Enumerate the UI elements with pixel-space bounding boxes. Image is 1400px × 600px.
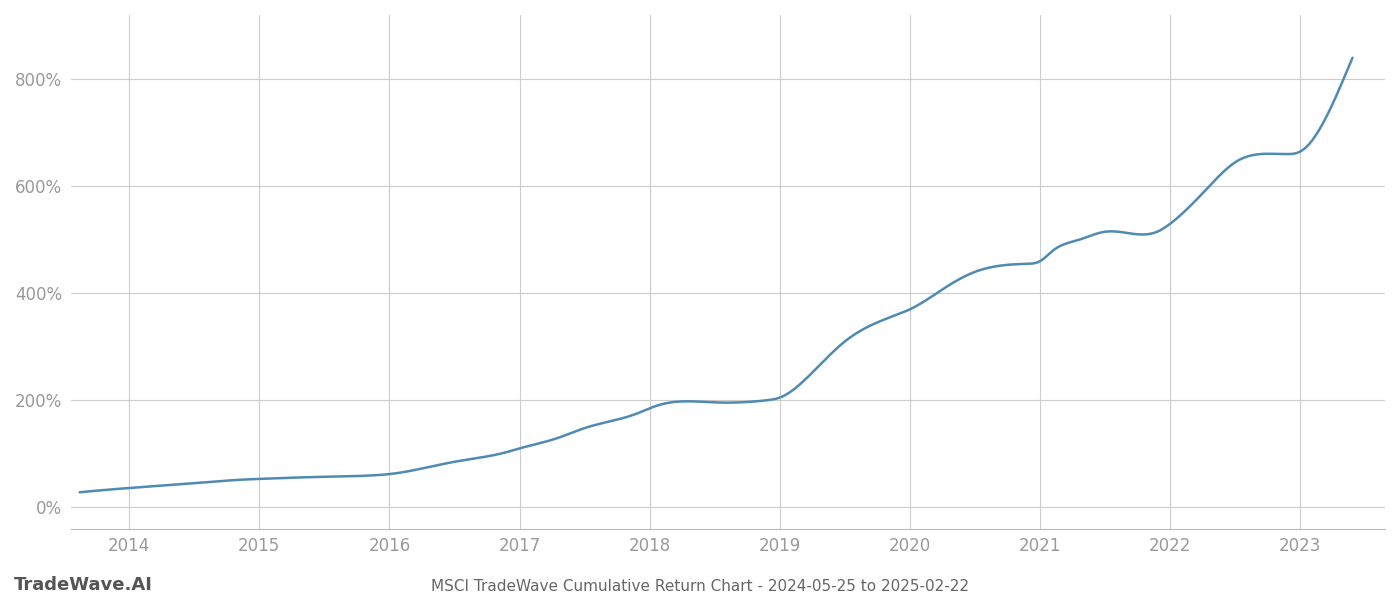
Text: MSCI TradeWave Cumulative Return Chart - 2024-05-25 to 2025-02-22: MSCI TradeWave Cumulative Return Chart -…	[431, 579, 969, 594]
Text: TradeWave.AI: TradeWave.AI	[14, 576, 153, 594]
